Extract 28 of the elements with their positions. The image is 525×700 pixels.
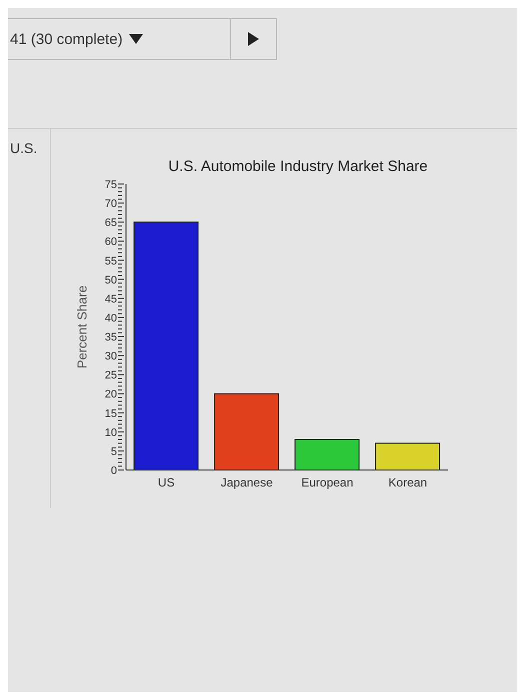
- x-tick-label: Japanese: [220, 476, 274, 490]
- y-tick-label: 10: [104, 426, 117, 439]
- bar: [134, 222, 199, 470]
- y-tick-label: 30: [104, 350, 117, 363]
- y-tick-label: 20: [104, 388, 117, 401]
- bar: [294, 438, 360, 470]
- y-tick-label: 70: [104, 198, 117, 210]
- y-tick-label: 15: [104, 408, 117, 420]
- x-tick-label: Korean: [388, 476, 428, 490]
- text: 41 (30 complete): [8, 18, 231, 60]
- y-tick-label: 65: [104, 217, 117, 230]
- chart-title: U.S. Automobile Industry Market Share: [167, 158, 429, 175]
- y-tick-label: 35: [104, 332, 117, 344]
- y-tick-label: 50: [104, 274, 117, 286]
- y-axis-title: Percent Share: [74, 285, 90, 369]
- y-tick-label: 5: [110, 446, 117, 458]
- y-tick-label: 75: [104, 179, 117, 191]
- y-tick-label: 55: [104, 255, 117, 268]
- y-tick-label: 60: [104, 236, 117, 248]
- bar: [375, 442, 440, 470]
- y-tick-label: 45: [104, 293, 117, 306]
- bar: [214, 393, 280, 470]
- x-tick-label: European: [301, 476, 354, 490]
- text: U.S.: [10, 140, 38, 156]
- y-tick-label: 25: [104, 370, 117, 382]
- y-tick-label: 40: [104, 312, 117, 324]
- y-tick-label: 0: [110, 465, 117, 477]
- x-tick-label: US: [158, 476, 175, 490]
